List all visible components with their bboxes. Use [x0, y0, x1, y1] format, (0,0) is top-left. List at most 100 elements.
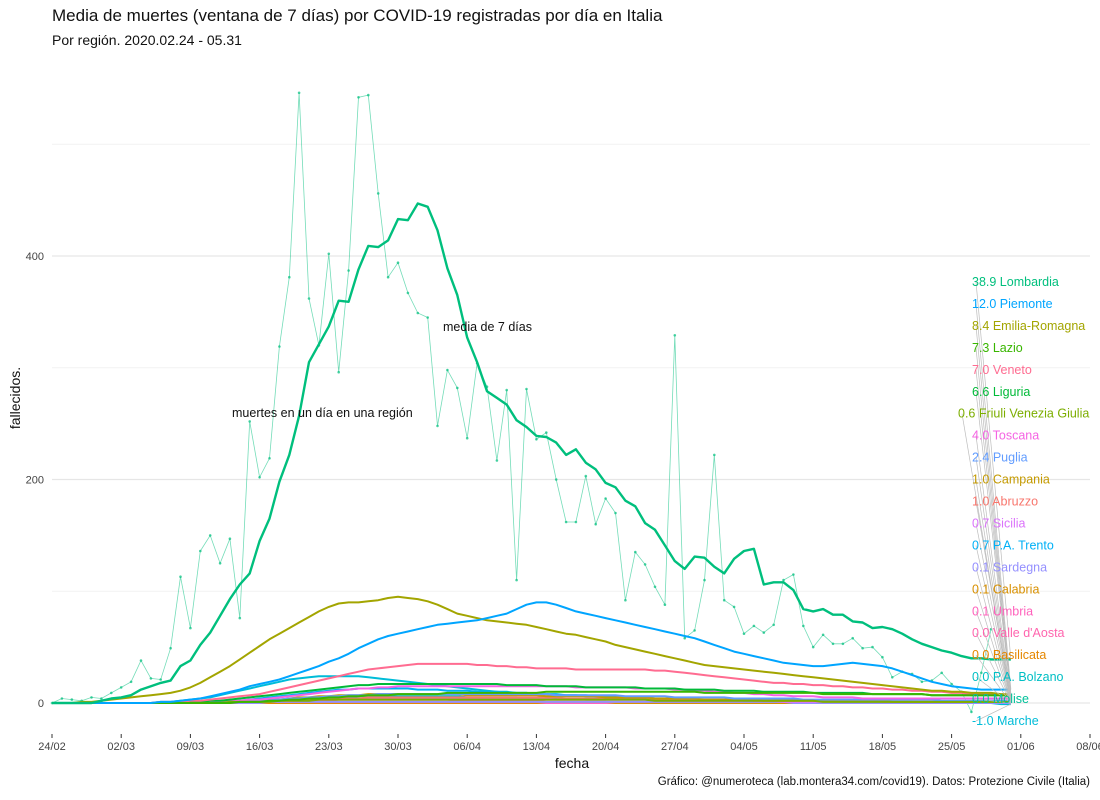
- daily-deaths-point: [970, 710, 973, 714]
- daily-deaths-point: [179, 575, 182, 578]
- daily-deaths-point: [653, 585, 657, 589]
- x-tick-label: 11/05: [800, 741, 827, 753]
- daily-deaths-point: [831, 642, 835, 646]
- label-leader-line: [975, 369, 1012, 696]
- daily-deaths-point: [337, 370, 341, 374]
- daily-deaths-point: [169, 646, 172, 650]
- label-leader-line: [975, 303, 1012, 690]
- daily-deaths-point: [406, 291, 410, 295]
- daily-deaths-point: [545, 431, 548, 434]
- daily-deaths-point: [159, 678, 162, 681]
- series-line-lombardia: [52, 202, 1011, 705]
- daily-deaths-point: [772, 623, 775, 627]
- daily-deaths-point: [129, 680, 133, 684]
- daily-deaths-point: [347, 269, 350, 272]
- x-tick-label: 02/03: [107, 741, 135, 753]
- daily-deaths-point: [821, 633, 825, 637]
- x-tick-label: 13/04: [523, 741, 551, 753]
- y-tick-label: 0: [38, 698, 44, 710]
- daily-deaths-point: [307, 297, 311, 300]
- daily-deaths-line: [51, 92, 992, 714]
- series-label: 0.0 Molise: [972, 692, 1029, 706]
- series-label: 0.1 Calabria: [972, 582, 1039, 596]
- series-label: 0.0 Valle d'Aosta: [972, 626, 1065, 640]
- daily-deaths-point: [792, 573, 795, 576]
- daily-deaths-point: [327, 252, 331, 256]
- daily-deaths-layer: [50, 91, 993, 714]
- series-label: 2.4 Puglia: [972, 451, 1028, 465]
- series-label: -1.0 Marche: [972, 714, 1039, 728]
- annotation-7day-average: media de 7 días: [443, 320, 532, 334]
- series-label: 1.0 Abruzzo: [972, 495, 1038, 509]
- label-leader-line: [975, 654, 1012, 704]
- daily-deaths-point: [218, 562, 222, 565]
- label-leader-line: [975, 281, 1012, 660]
- daily-deaths-point: [881, 655, 884, 659]
- chart-subtitle: Por región. 2020.02.24 - 05.31: [52, 32, 242, 48]
- x-tick-label: 01/06: [1007, 741, 1035, 753]
- label-leader-line: [975, 703, 1012, 722]
- daily-deaths-point: [713, 453, 716, 457]
- label-leader-line: [975, 567, 1012, 704]
- daily-deaths-point: [238, 616, 242, 620]
- y-axis-label: fallecidos.: [7, 367, 23, 429]
- daily-deaths-point: [703, 578, 706, 582]
- series-label: 38.9 Lombardia: [972, 275, 1059, 289]
- daily-deaths-point: [624, 598, 627, 602]
- daily-deaths-point: [940, 671, 943, 675]
- series-label: 4.0 Toscana: [972, 429, 1039, 443]
- daily-deaths-point: [208, 534, 212, 537]
- daily-deaths-point: [248, 420, 251, 423]
- annotation-daily-deaths: muertes en un día en una región: [232, 406, 413, 420]
- label-leader-line: [975, 325, 1012, 695]
- daily-deaths-point: [752, 624, 756, 628]
- daily-deaths-point: [297, 91, 301, 95]
- daily-deaths-point: [288, 275, 291, 279]
- daily-deaths-point: [851, 636, 854, 640]
- x-tick-label: 24/02: [38, 741, 66, 753]
- daily-deaths-point: [891, 676, 894, 679]
- chart-title: Media de muertes (ventana de 7 días) por…: [52, 6, 663, 25]
- series-lines: [52, 202, 1011, 706]
- label-leader-line: [975, 611, 1012, 704]
- series-label: 6.6 Liguria: [972, 385, 1030, 399]
- label-leader-line: [975, 545, 1012, 702]
- daily-deaths-point: [525, 387, 528, 391]
- daily-deaths-point: [742, 632, 746, 635]
- series-labels: 38.9 Lombardia 12.0 Piemonte 8.4 Emilia-Ro…: [958, 275, 1089, 728]
- daily-deaths-point: [90, 696, 93, 699]
- daily-deaths-point: [386, 275, 390, 279]
- label-leader-line: [975, 523, 1012, 702]
- series-line-lazio: [52, 690, 1011, 704]
- daily-deaths-point: [564, 520, 568, 524]
- daily-deaths-point: [268, 457, 271, 460]
- x-tick-label: 30/03: [384, 741, 412, 753]
- label-leader-line: [975, 435, 1012, 699]
- series-label: 8.4 Emilia-Romagna: [972, 319, 1085, 333]
- series-label: 12.0 Piemonte: [972, 297, 1053, 311]
- daily-deaths-point: [436, 424, 439, 428]
- daily-deaths-point: [278, 345, 281, 348]
- daily-deaths-point: [119, 686, 123, 689]
- series-label: 7.3 Lazio: [972, 341, 1023, 355]
- daily-deaths-point: [416, 311, 420, 315]
- x-tick-label: 08/06: [1076, 741, 1100, 753]
- series-label: 1.0 Campania: [972, 473, 1050, 487]
- label-leader-line: [975, 698, 1011, 704]
- chart-caption: Gráfico: @numeroteca (lab.montera34.com/…: [657, 776, 1090, 788]
- label-leader-line: [975, 589, 1012, 704]
- daily-deaths-point: [841, 642, 845, 646]
- daily-deaths-point: [396, 261, 400, 265]
- daily-deaths-point: [554, 478, 558, 481]
- x-tick-label: 25/05: [938, 741, 966, 753]
- daily-deaths-point: [258, 476, 261, 479]
- daily-deaths-point: [802, 624, 805, 628]
- daily-deaths-point: [762, 631, 766, 634]
- daily-deaths-point: [139, 659, 143, 662]
- daily-deaths-point: [367, 93, 370, 97]
- daily-deaths-point: [228, 537, 232, 540]
- y-tick-label: 200: [26, 475, 44, 487]
- daily-deaths-point: [594, 522, 597, 526]
- series-label: 0.7 P.A. Trento: [972, 538, 1054, 552]
- series-line-veneto: [52, 662, 1011, 704]
